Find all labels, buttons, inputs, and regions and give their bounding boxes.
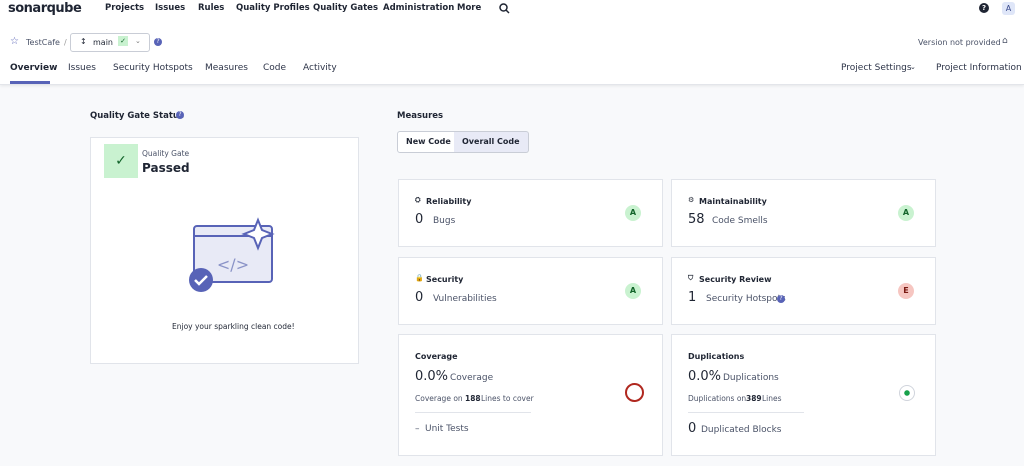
version: Version not provided <box>918 38 1001 47</box>
tab-active[interactable]: Overview <box>10 63 58 73</box>
divider <box>688 412 804 413</box>
avatar[interactable]: A <box>1002 2 1015 15</box>
project-information[interactable]: Project Information <box>936 63 1022 73</box>
metric-value[interactable]: 0 <box>415 290 424 305</box>
detail-text: Lines <box>762 394 782 403</box>
tab[interactable]: Measures <box>205 63 248 73</box>
help-icon[interactable]: ? <box>154 38 162 46</box>
gate-message: Enjoy your sparkling clean code! <box>172 322 295 331</box>
rating-badge: A <box>625 283 641 299</box>
branch-name: main <box>93 38 113 47</box>
metric-value[interactable]: 0.0% <box>688 369 722 384</box>
svg-text:</>: </> <box>217 255 249 274</box>
search-icon[interactable] <box>499 3 510 14</box>
measure-card <box>398 334 663 456</box>
tests-unit: Unit Tests <box>425 424 469 434</box>
metric-unit: Coverage <box>450 373 494 383</box>
blocks-unit: Duplicated Blocks <box>701 425 782 435</box>
nav-link[interactable]: Projects <box>105 3 145 13</box>
measure-card <box>671 179 936 247</box>
card-title: Security <box>426 275 464 284</box>
tests-value: – <box>415 424 420 434</box>
metric-unit[interactable]: Vulnerabilities <box>433 294 497 304</box>
metric-value[interactable]: 0 <box>415 212 424 227</box>
status-icon: ✓ <box>104 144 138 178</box>
help-icon[interactable]: ? <box>777 295 785 303</box>
measure-card <box>398 179 663 247</box>
card-title: Reliability <box>426 197 472 206</box>
help-button[interactable]: ? <box>979 3 989 13</box>
nav-link[interactable]: Issues <box>155 3 186 13</box>
duplication-ring <box>899 385 915 401</box>
card-icon: ⛭ <box>415 196 421 204</box>
rating-badge: E <box>898 283 914 299</box>
card-title: Maintainability <box>699 197 767 206</box>
tab[interactable]: Security Hotspots <box>113 63 193 73</box>
card-title: Duplications <box>688 352 745 361</box>
section-heading: Measures <box>397 111 444 121</box>
branch-icon: ↕ <box>80 37 87 46</box>
metric-unit[interactable]: Code Smells <box>712 216 768 226</box>
section-heading: Quality Gate Status <box>90 111 184 121</box>
measure-card <box>671 334 936 456</box>
metric-value[interactable]: 0.0% <box>415 369 449 384</box>
tab[interactable]: Activity <box>303 63 337 73</box>
project-settings[interactable]: Project Settings <box>841 63 912 73</box>
measure-card <box>398 257 663 325</box>
nav-link[interactable]: Rules <box>198 3 225 13</box>
card-icon: 🔒 <box>415 274 424 282</box>
header <box>0 0 1024 85</box>
card-title: Coverage <box>415 352 458 361</box>
project-name[interactable]: TestCafe <box>26 38 60 47</box>
toggle-button[interactable]: New Code <box>397 131 460 153</box>
coverage-ring <box>625 383 644 402</box>
nav-link[interactable]: More <box>457 3 482 13</box>
toggle-button[interactable]: Overall Code <box>454 131 529 153</box>
tab-indicator <box>10 81 50 84</box>
metric-unit[interactable]: Bugs <box>433 216 456 226</box>
help-icon[interactable]: ? <box>176 111 184 119</box>
chevron: ⌄ <box>910 63 916 71</box>
metric-value[interactable]: 1 <box>688 290 697 305</box>
measure-card <box>671 257 936 325</box>
nav-link[interactable]: Administration <box>383 3 455 13</box>
nav-link[interactable]: Quality Profiles <box>236 3 310 13</box>
divider <box>415 412 531 413</box>
tab[interactable]: Issues <box>68 63 96 73</box>
detail-text: Lines to cover <box>481 394 534 403</box>
detail-text: Coverage on <box>415 394 463 403</box>
rating-badge: A <box>625 205 641 221</box>
card-title: Security Review <box>699 275 772 284</box>
favorite-star[interactable]: ☆ <box>10 36 19 47</box>
detail-lines[interactable]: 389 <box>746 394 762 403</box>
branch-status: ✓ <box>118 36 128 46</box>
metric-unit: Duplications <box>723 373 779 383</box>
chevron: ⌄ <box>135 37 141 45</box>
card-icon: ⛉ <box>688 274 694 282</box>
blocks-value[interactable]: 0 <box>688 421 697 436</box>
logo[interactable]: sonarqube <box>8 1 82 16</box>
branch-selector[interactable] <box>70 33 150 52</box>
card-icon: ⚙ <box>688 196 695 204</box>
tab[interactable]: Code <box>263 63 287 73</box>
rating-badge: A <box>898 205 914 221</box>
metric-value[interactable]: 58 <box>688 212 705 227</box>
illustration: </> <box>189 217 275 292</box>
gate-label: Quality Gate <box>142 149 190 158</box>
detail-text: Duplications on <box>688 394 747 403</box>
separator: / <box>64 38 67 47</box>
nav-link[interactable]: Quality Gates <box>313 3 379 13</box>
gate-status: Passed <box>142 161 190 175</box>
detail-lines[interactable]: 188 <box>465 394 481 403</box>
home-icon[interactable]: ⌂ <box>1002 36 1008 46</box>
metric-unit[interactable]: Security Hotspots <box>706 294 786 304</box>
